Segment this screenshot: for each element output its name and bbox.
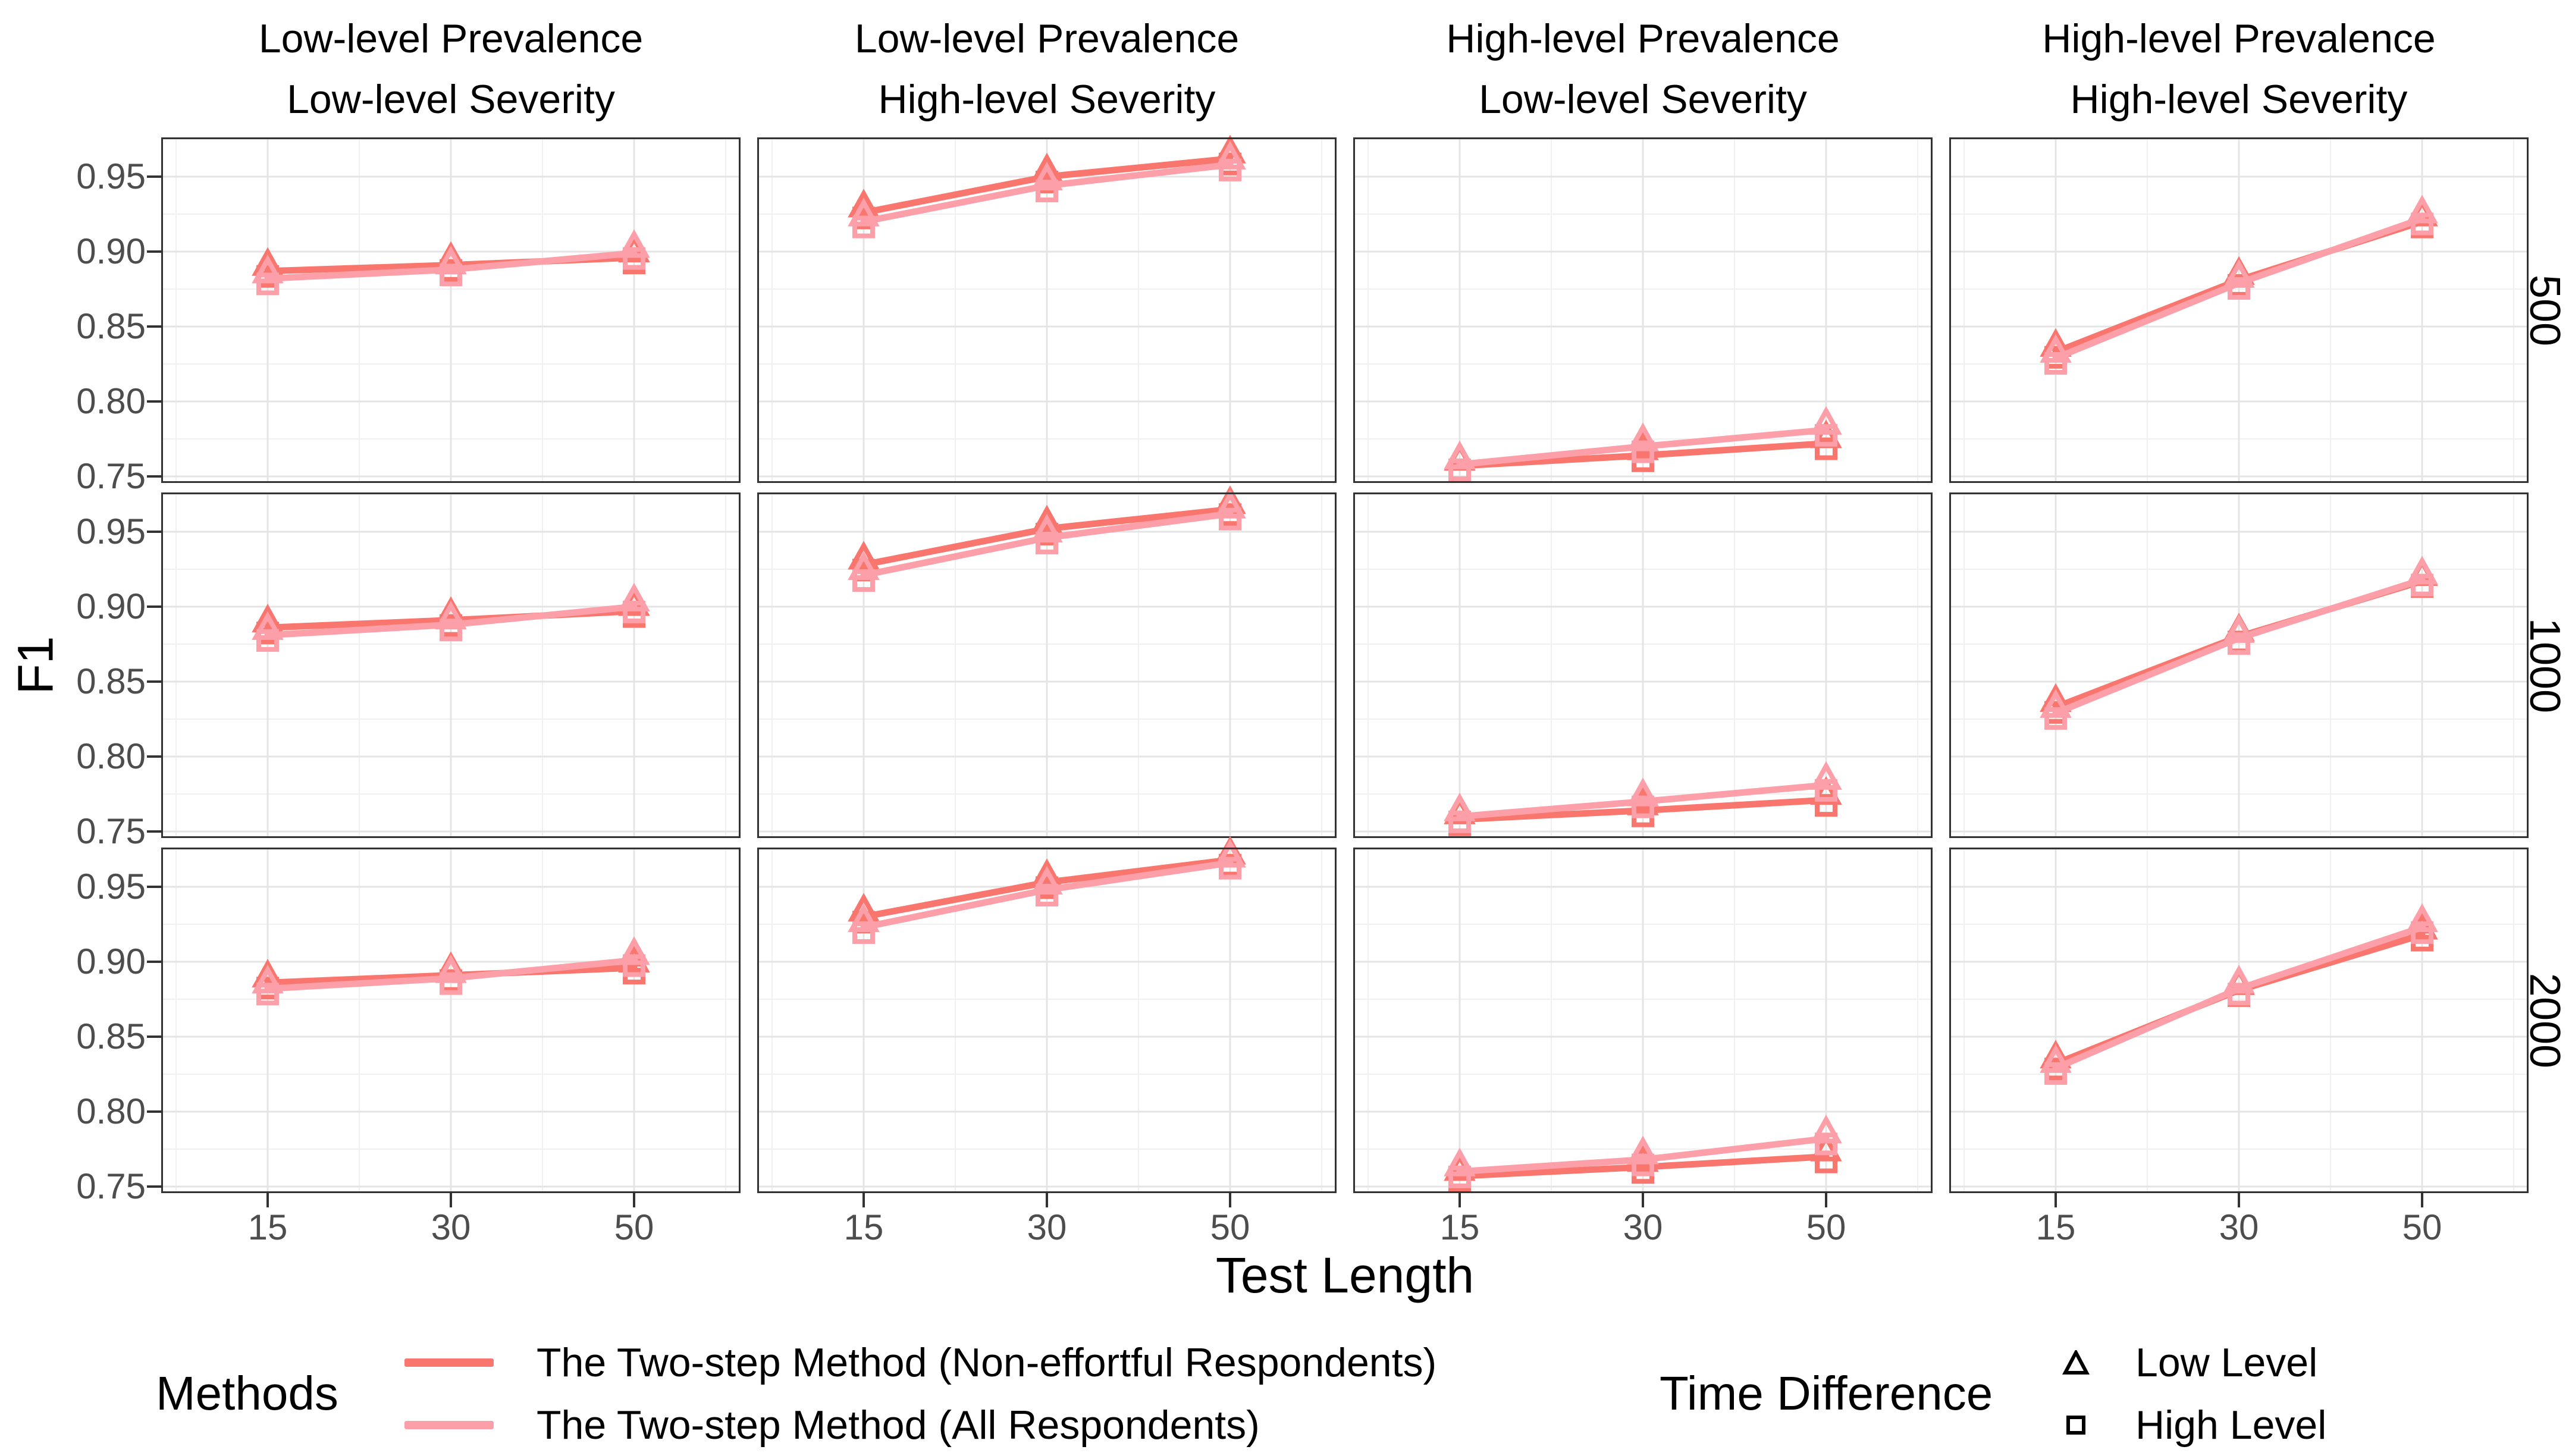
x-tick-label-col1-50: 50 <box>614 1207 654 1247</box>
panel-500-col3 <box>1353 137 1933 483</box>
y-tick-label-2000-0.95: 0.95 <box>76 867 146 906</box>
facet-col-title-3-line2: Low-level Severity <box>1479 77 1807 122</box>
panel-1000-col1 <box>147 492 741 838</box>
x-tick-label-col3-15: 15 <box>1439 1207 1480 1247</box>
y-tick-label-500-0.95: 0.95 <box>76 156 146 196</box>
y-tick-label-1000-0.90: 0.90 <box>76 586 146 626</box>
y-tick-label-2000-0.85: 0.85 <box>76 1016 146 1056</box>
x-tick-label-col1-15: 15 <box>247 1207 288 1247</box>
x-axis-title: Test Length <box>1215 1247 1475 1303</box>
methods-legend-items: The Two-step Method (Non-effortful Respo… <box>404 1331 1436 1456</box>
legend-row-all-respondents: The Two-step Method (All Respondents) <box>404 1394 1436 1456</box>
legend-label-all-respondents: The Two-step Method (All Respondents) <box>537 1402 1260 1448</box>
y-tick-label-1000-0.75: 0.75 <box>76 811 146 851</box>
legend-key-line-all-respondents <box>404 1420 494 1429</box>
panel-2000-col4 <box>1949 848 2529 1207</box>
x-tick-label-col4-15: 15 <box>2035 1207 2076 1247</box>
y-tick-label-1000-0.85: 0.85 <box>76 661 146 701</box>
y-tick-label-500-0.90: 0.90 <box>76 231 146 271</box>
y-tick-label-2000-0.80: 0.80 <box>76 1091 146 1131</box>
panel-1000-col2 <box>757 485 1337 838</box>
legend-label-low-level: Low Level <box>2135 1339 2318 1385</box>
panel-1000-col3 <box>1353 492 1933 838</box>
panel-500-col4 <box>1949 137 2529 483</box>
facet-col-title-2-line2: High-level Severity <box>878 77 1216 122</box>
x-tick-label-col1-30: 30 <box>431 1207 471 1247</box>
legend-key-line-non-effortful <box>404 1358 494 1367</box>
time-difference-legend-items: Low Level High Level <box>2040 1331 2326 1456</box>
facet-col-title-1-line1: Low-level Prevalence <box>258 16 644 61</box>
facet-col-title-3-line1: High-level Prevalence <box>1446 16 1840 61</box>
facet-col-title-2-line1: Low-level Prevalence <box>854 16 1240 61</box>
panel-2000-col2 <box>757 836 1337 1207</box>
y-tick-label-2000-0.75: 0.75 <box>76 1166 146 1206</box>
x-tick-label-col4-50: 50 <box>2402 1207 2442 1247</box>
methods-legend-title: Methods <box>156 1367 338 1420</box>
legend-row-low-level: Low Level <box>2040 1331 2326 1394</box>
panel-500-col1 <box>147 137 741 483</box>
x-tick-label-col2-50: 50 <box>1210 1207 1250 1247</box>
y-tick-label-500-0.75: 0.75 <box>76 456 146 496</box>
x-tick-label-col2-30: 30 <box>1027 1207 1067 1247</box>
x-tick-label-col3-30: 30 <box>1623 1207 1663 1247</box>
facet-col-title-4-line1: High-level Prevalence <box>2042 16 2436 61</box>
square-marker-icon <box>2040 1414 2112 1436</box>
panel-2000-col3 <box>1353 848 1933 1207</box>
legend-label-high-level: High Level <box>2135 1402 2327 1448</box>
facet-col-title-3: High-level Prevalence Low-level Severity <box>1353 8 1933 130</box>
y-tick-label-1000-0.80: 0.80 <box>76 736 146 776</box>
facet-col-title-2: Low-level Prevalence High-level Severity <box>757 8 1337 130</box>
panel-1000-col4 <box>1949 492 2529 838</box>
x-tick-label-col4-30: 30 <box>2219 1207 2259 1247</box>
legend-row-non-effortful: The Two-step Method (Non-effortful Respo… <box>404 1331 1436 1394</box>
facet-col-title-1-line2: Low-level Severity <box>287 77 615 122</box>
legend-row-high-level: High Level <box>2040 1394 2326 1456</box>
y-tick-label-2000-0.90: 0.90 <box>76 942 146 981</box>
triangle-marker-icon <box>2040 1348 2112 1375</box>
facet-col-title-4: High-level Prevalence High-level Severit… <box>1949 8 2529 130</box>
y-tick-label-1000-0.95: 0.95 <box>76 512 146 551</box>
x-tick-label-col3-50: 50 <box>1806 1207 1846 1247</box>
panel-2000-col1 <box>147 848 741 1207</box>
y-tick-label-500-0.80: 0.80 <box>76 381 146 421</box>
panel-500-col2 <box>757 134 1337 483</box>
facet-col-title-4-line2: High-level Severity <box>2070 77 2408 122</box>
legend-label-non-effortful: The Two-step Method (Non-effortful Respo… <box>537 1339 1437 1385</box>
y-tick-label-500-0.85: 0.85 <box>76 306 146 346</box>
facet-col-title-1: Low-level Prevalence Low-level Severity <box>161 8 741 130</box>
x-tick-label-col2-15: 15 <box>843 1207 884 1247</box>
time-difference-legend-title: Time Difference <box>1660 1367 1993 1420</box>
